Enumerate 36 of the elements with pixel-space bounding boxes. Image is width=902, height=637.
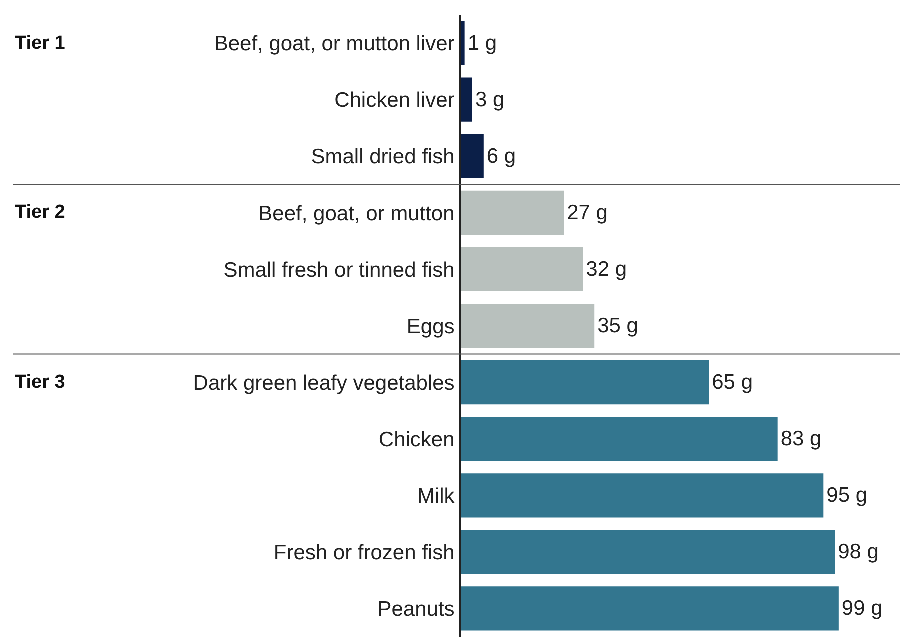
- bar: [461, 304, 595, 348]
- data-label: 65 g: [712, 371, 754, 394]
- bar: [461, 530, 836, 574]
- data-label: 98 g: [838, 540, 879, 564]
- bar: [461, 134, 484, 178]
- data-label: 27 g: [567, 201, 608, 224]
- y-tick-label: Dark green leafy vegetables: [193, 372, 455, 395]
- y-tick-label: Peanuts: [378, 598, 455, 622]
- data-label: 95 g: [826, 484, 868, 508]
- bar: [461, 586, 839, 631]
- data-label: 32 g: [586, 258, 628, 281]
- bar: [461, 78, 472, 122]
- data-label: 83 g: [780, 428, 822, 451]
- text: Tier 1: [15, 33, 66, 54]
- data-label: 35 g: [598, 314, 638, 338]
- y-tick-label: Small dried fish: [311, 146, 455, 169]
- data-label: 3 g: [475, 88, 505, 112]
- bar: [461, 21, 465, 66]
- bar: [461, 417, 778, 462]
- y-tick-label: Small fresh or tinned fish: [224, 258, 455, 282]
- bar: [461, 190, 564, 235]
- y-tick-label: Chicken liver: [334, 89, 455, 112]
- text: Tier 2: [15, 202, 66, 223]
- data-label: 6 g: [486, 144, 516, 168]
- y-tick-label: Beef, goat, or mutton liver: [214, 32, 455, 56]
- data-label: 1 g: [468, 32, 498, 55]
- bar: [461, 247, 584, 292]
- y-tick-label: Chicken: [378, 428, 455, 452]
- text: Tier 3: [15, 372, 66, 393]
- bar: [461, 360, 710, 405]
- y-tick-label: Fresh or frozen fish: [274, 542, 455, 565]
- y-tick-label: Eggs: [406, 315, 455, 338]
- bar: [461, 474, 824, 518]
- y-tick-label: Beef, goat, or mutton: [258, 202, 455, 226]
- data-label: 99 g: [842, 597, 883, 620]
- y-tick-label: Milk: [417, 484, 456, 508]
